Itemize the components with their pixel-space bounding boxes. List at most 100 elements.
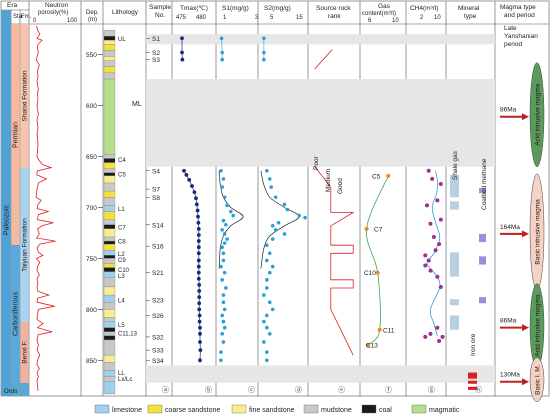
s2-point — [285, 207, 290, 212]
legend-swatch-limestone — [94, 404, 110, 414]
header-s1-tick-2: 3 — [255, 15, 259, 21]
tmax-point — [197, 289, 202, 293]
s1-point — [222, 195, 227, 200]
panel-letter: ⓗ — [475, 386, 482, 394]
ch4-point — [435, 274, 440, 279]
magma-age-label: 86Ma — [500, 318, 517, 325]
lithology-layer-magmatic — [103, 78, 116, 155]
panel-letter: ⓖ — [428, 386, 435, 394]
header-lithology: Lithology — [112, 9, 139, 16]
s1-point — [222, 270, 227, 275]
s1-point — [221, 177, 226, 181]
panel-letter: ⓓ — [295, 386, 302, 394]
legend-label-coal: coal — [379, 407, 392, 414]
s1-point — [222, 307, 227, 312]
header-s2-tick-1: 5 — [270, 15, 274, 21]
s1-point — [220, 278, 224, 282]
lithology-layer-coarse-sandstone — [103, 190, 116, 198]
header-porosity-min: 0 — [33, 18, 37, 24]
gas-content-point — [375, 270, 380, 275]
legend-swatch-fine-sandstone — [231, 404, 247, 414]
sample-label: S32 — [152, 334, 164, 341]
mineral-bar-coalbed — [479, 256, 486, 265]
shading-band-2 — [146, 365, 495, 383]
lithology-layer-mudstone — [103, 258, 116, 264]
tmax-point — [184, 172, 189, 177]
s2-point — [269, 185, 274, 189]
tmax-point — [194, 196, 198, 201]
lithology-layer-fine-sandstone — [103, 228, 116, 238]
s1-point — [231, 213, 236, 218]
lithology-layer-mudstone — [103, 219, 116, 225]
ch4-point — [430, 176, 435, 181]
s2-point — [267, 332, 272, 336]
tmax-point — [197, 307, 202, 312]
formation-benxi-label: Benxi F. — [22, 340, 29, 363]
header-ch4: CH4(m³/t) — [410, 5, 439, 12]
lithology-layer-fine-sandstone — [103, 56, 116, 61]
tmax-point — [180, 36, 184, 41]
s2-point — [273, 228, 278, 232]
tmax-point — [196, 245, 201, 250]
header-depth-unit: (m) — [88, 17, 97, 23]
sample-label: S7 — [152, 187, 160, 194]
mineral-type-track: Shale gas Coalbed methane Iron ore — [450, 150, 488, 390]
s2-point — [297, 213, 301, 218]
legend-label-magmatic: magmatic — [429, 407, 460, 414]
lithology-layer-mudstone — [103, 182, 116, 192]
lithology-layer-coal — [103, 172, 116, 177]
system-permian-label: Permian — [13, 122, 20, 148]
lithology-layer-limestone — [103, 381, 116, 395]
lithology-layer-mudstone — [103, 197, 116, 206]
lithology-layer-coarse-sandstone — [103, 211, 116, 220]
lithology-layer-limestone — [103, 370, 116, 377]
s1-point — [220, 185, 224, 189]
source-rock-rank-upper-line — [314, 49, 333, 70]
ch4-point — [435, 198, 440, 203]
magma-age-label: 86Ma — [500, 107, 517, 114]
tmax-point — [180, 57, 185, 62]
s2-point — [262, 50, 266, 55]
gas-content-track: C5 C7 C10 C11 C13 — [364, 173, 395, 349]
coal-seam-label: L4 — [118, 299, 125, 305]
gas-seam-label: C5 — [372, 173, 381, 180]
ch4-point — [433, 248, 438, 253]
ch4-point — [423, 263, 428, 268]
magma-period-label-3: period — [504, 41, 522, 48]
s2-point — [265, 358, 269, 363]
header-magma: Magma type — [500, 4, 536, 11]
s2-point — [262, 340, 266, 344]
tmax-point — [197, 283, 202, 287]
tmax-point — [197, 301, 202, 306]
depth-tick-label-4: 750 — [86, 256, 97, 263]
s2-point — [303, 215, 307, 220]
header-tmax-tick-2: 480 — [196, 15, 207, 21]
panel-letters: ⓐ ⓑ ⓒ ⓓ ⓔ ⓕ ⓖ ⓗ — [162, 386, 482, 394]
s1-point — [220, 245, 224, 249]
s2-point — [282, 232, 287, 236]
s2-point — [265, 313, 269, 318]
s2-point — [265, 168, 269, 173]
ch4-point — [426, 168, 431, 173]
lithology-layer-mudstone — [103, 302, 116, 310]
s1-point — [221, 300, 226, 305]
coal-seam-label: C7 — [118, 225, 126, 231]
magma-age-label: 164Ma — [500, 224, 520, 231]
s1-point — [219, 350, 223, 354]
s2-point — [267, 251, 272, 256]
s1-point — [220, 313, 224, 318]
lithology-layer-limestone — [103, 271, 116, 278]
header-s1: S1(mg/g) — [222, 5, 249, 12]
mineral-bar-shale-gas — [450, 252, 459, 277]
formation-taiyuan-label: Taiyuan Formation — [22, 218, 29, 272]
lithology-layer-coarse-sandstone — [103, 162, 116, 169]
magma-period-label-2: Yanshanian — [504, 33, 538, 40]
s1-track — [218, 36, 244, 363]
ch4-point — [438, 284, 443, 289]
tmax-point — [195, 208, 200, 213]
lithology-layer-mudstone — [103, 168, 116, 173]
source-rock-poor-label: Poor — [313, 155, 320, 170]
ch4-curve — [426, 170, 441, 337]
s1-fit-curve — [218, 170, 244, 269]
